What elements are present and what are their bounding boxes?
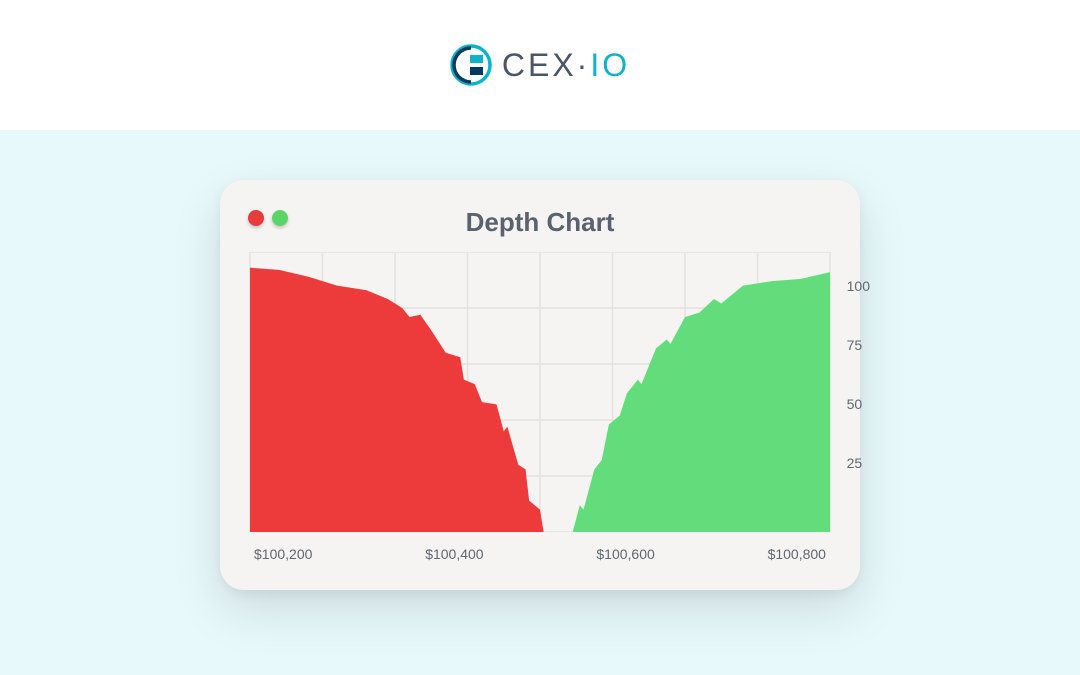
brand-logo-icon	[450, 44, 492, 86]
window-title: Depth Chart	[248, 207, 832, 238]
brand-name-main: CEX	[502, 47, 577, 83]
traffic-lights	[248, 210, 288, 226]
brand-name-dot: ·	[577, 47, 591, 83]
y-tick-label: 75	[847, 337, 870, 353]
close-icon[interactable]	[248, 210, 264, 226]
x-tick-label: $100,800	[768, 546, 826, 562]
depth-chart: 100755025 $100,200$100,400$100,600$100,8…	[248, 252, 832, 562]
x-tick-label: $100,600	[596, 546, 654, 562]
depth-chart-svg	[248, 252, 832, 532]
y-tick-label: 100	[847, 278, 870, 294]
brand-name-suffix: IO	[590, 47, 630, 83]
y-axis-labels: 100 75 50 25	[847, 252, 870, 532]
x-tick-label: $100,400	[425, 546, 483, 562]
y-tick-label: 50	[847, 396, 870, 412]
x-axis-labels: $100,200 $100,400 $100,600 $100,800	[248, 532, 832, 562]
minimize-icon[interactable]	[272, 210, 288, 226]
hero-section: Depth Chart 100755025 $100,200$100,400$1…	[0, 130, 1080, 675]
x-tick-label: $100,200	[254, 546, 312, 562]
brand-logo-text: CEX·IO	[502, 47, 630, 84]
brand-logo: CEX·IO	[450, 44, 630, 86]
header: CEX·IO	[0, 0, 1080, 130]
chart-window: Depth Chart 100755025 $100,200$100,400$1…	[220, 180, 860, 590]
window-titlebar: Depth Chart	[248, 200, 832, 244]
y-tick-label: 25	[847, 455, 870, 471]
